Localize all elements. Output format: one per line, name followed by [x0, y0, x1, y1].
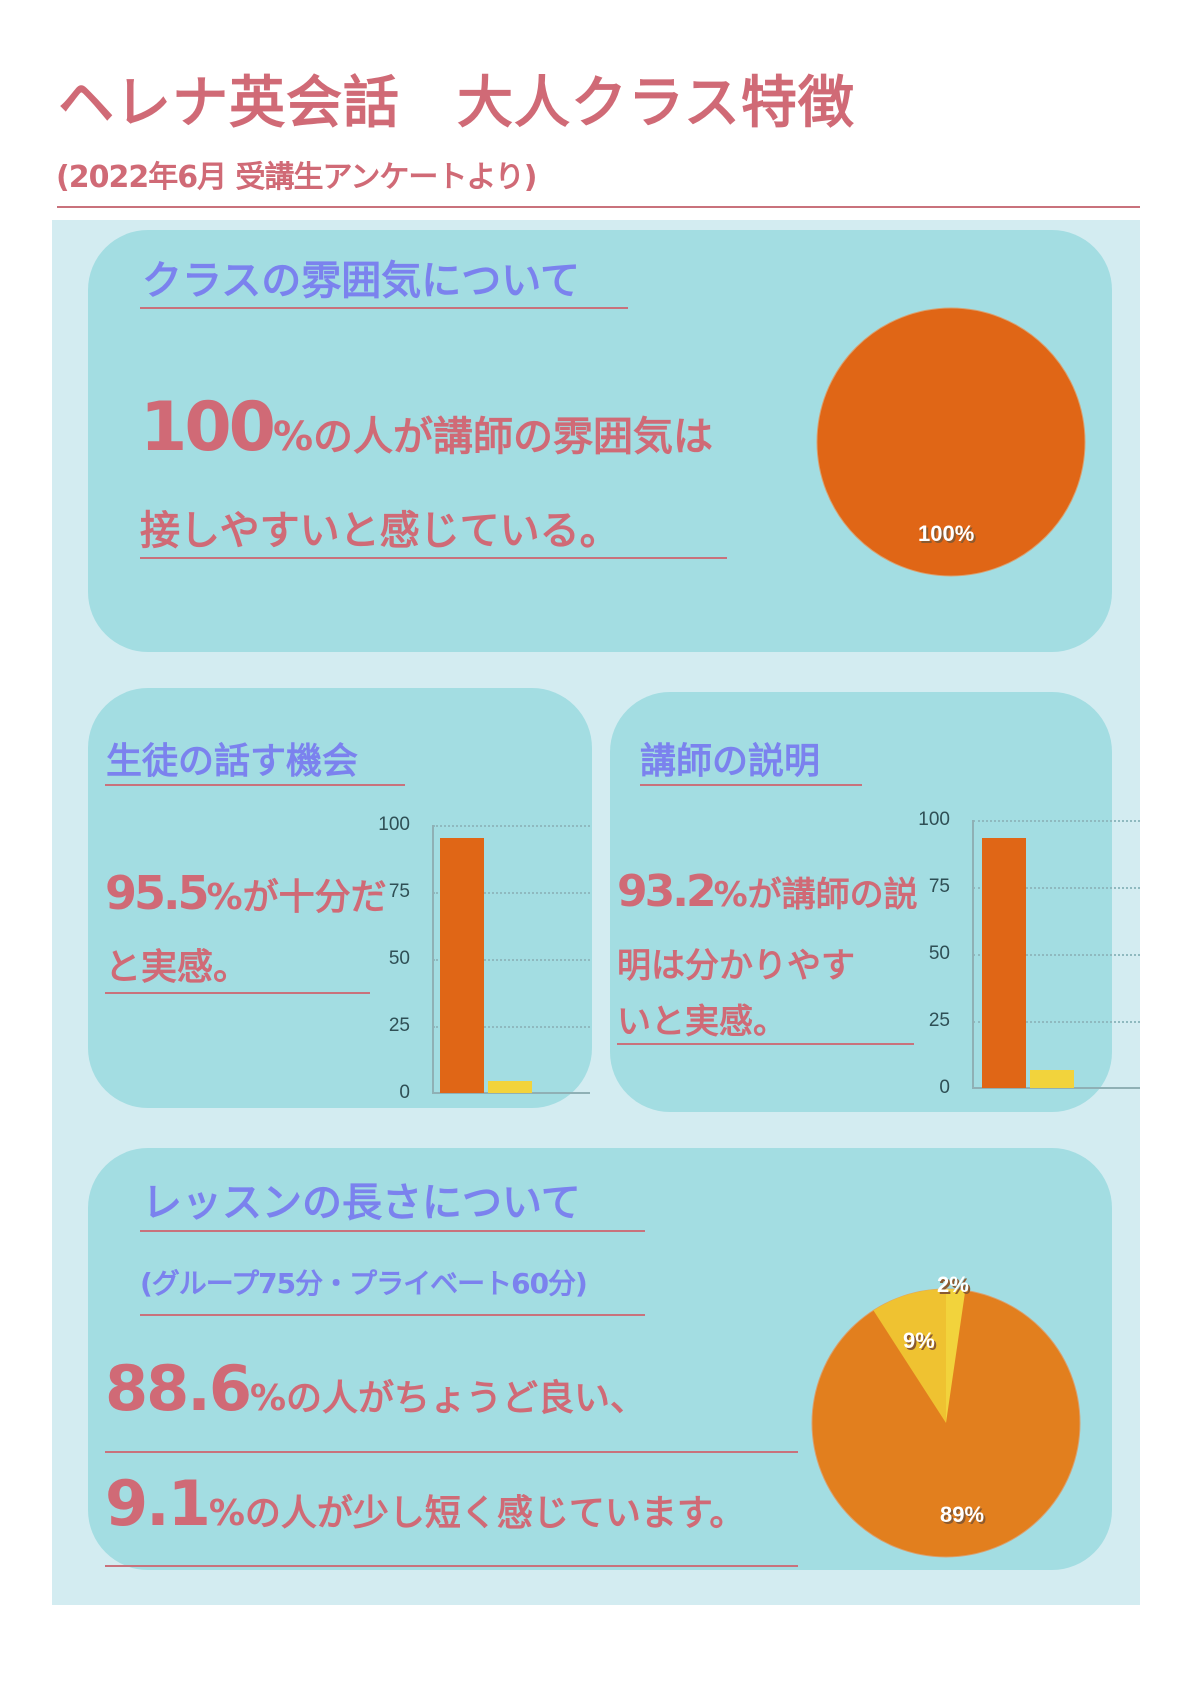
- lesson-length-heading: レッスンの長さについて: [142, 1180, 581, 1226]
- y-tick-25: 25: [388, 1015, 410, 1036]
- y-tick-50: 50: [388, 948, 410, 969]
- gridline: [433, 959, 590, 961]
- explanation-card: [610, 692, 1112, 1112]
- gridline: [973, 954, 1140, 956]
- explanation-statement-text: %が講師の説: [713, 875, 918, 915]
- y-axis: [972, 820, 974, 1088]
- lesson-length-pie-label-medium: 9%: [903, 1328, 935, 1353]
- lesson-length-pie-label-large: 89%: [940, 1502, 985, 1527]
- lesson-length-pie-label-small: 2%: [937, 1272, 969, 1297]
- atmosphere-heading: クラスの雰囲気について: [142, 258, 580, 304]
- header-divider: [57, 206, 1140, 208]
- explanation-heading: 講師の説明: [640, 741, 821, 782]
- speaking-statement-underline: [105, 992, 370, 994]
- gridline: [433, 892, 590, 894]
- gridline: [433, 1026, 590, 1028]
- atmosphere-statement-line2: 接しやすいと感じている。: [140, 508, 620, 554]
- y-tick-75: 75: [928, 876, 950, 897]
- explanation-statement-line2: 明は分かりやす: [617, 946, 855, 986]
- gridline: [973, 887, 1140, 889]
- speaking-heading: 生徒の話す機会: [106, 741, 359, 782]
- gridline: [973, 820, 1140, 822]
- just-right-statement-text: %の人がちょうど良い、: [249, 1378, 647, 1419]
- gridline: [973, 1021, 1140, 1023]
- explanation-bar-chart: 100 75 50 25 0: [910, 809, 1140, 1104]
- explanation-heading-underline: [640, 784, 862, 786]
- speaking-percent-value: 95.5: [105, 866, 209, 920]
- gridline: [433, 825, 590, 827]
- atmosphere-statement-underline: [140, 557, 727, 559]
- y-tick-50: 50: [928, 943, 950, 964]
- lesson-length-heading-underline: [140, 1230, 645, 1232]
- lesson-length-statement-line2: 9.1%の人が少し短く感じています。: [105, 1467, 745, 1540]
- page-title: ヘレナ英会話 大人クラス特徴: [58, 71, 855, 136]
- speaking-card: [88, 688, 592, 1108]
- page-subtitle: (2022年6月 受講生アンケートより): [56, 160, 537, 195]
- atmosphere-pie-chart: [816, 307, 1086, 577]
- speaking-statement-text: %が十分だ: [206, 877, 387, 918]
- explanation-percent-value: 93.2: [617, 866, 717, 917]
- y-tick-75: 75: [388, 881, 410, 902]
- bar-other: [1030, 1070, 1074, 1088]
- explanation-statement-underline: [617, 1043, 914, 1045]
- too-short-statement-text: %の人が少し短く感じています。: [208, 1493, 746, 1534]
- y-tick-25: 25: [928, 1010, 950, 1031]
- just-right-percent-value: 88.6: [105, 1352, 252, 1425]
- y-tick-0: 0: [939, 1077, 950, 1098]
- y-tick-100: 100: [378, 814, 410, 835]
- y-axis: [432, 825, 434, 1093]
- bar-other: [488, 1081, 532, 1093]
- lesson-length-subheading-underline: [140, 1314, 645, 1316]
- lesson-length-line1-underline: [105, 1451, 798, 1453]
- x-axis: [972, 1087, 1140, 1089]
- lesson-length-statement-line1: 88.6%の人がちょうど良い、: [105, 1352, 646, 1425]
- speaking-statement-line2: と実感。: [105, 947, 250, 988]
- speaking-statement-line1: 95.5%が十分だ: [105, 866, 387, 920]
- speaking-bar-chart: 100 75 50 25 0: [370, 814, 600, 1109]
- atmosphere-statement-text: %の人が講師の雰囲気は: [272, 414, 714, 460]
- explanation-statement-line1: 93.2%が講師の説: [617, 866, 918, 917]
- explanation-statement-line3: いと実感。: [617, 1002, 787, 1042]
- lesson-length-pie-chart: [811, 1288, 1081, 1558]
- atmosphere-percent-value: 100: [140, 388, 276, 467]
- speaking-heading-underline: [105, 784, 405, 786]
- y-tick-100: 100: [918, 809, 950, 830]
- x-axis: [432, 1092, 590, 1094]
- bar-sufficient: [440, 838, 484, 1093]
- too-short-percent-value: 9.1: [105, 1467, 211, 1540]
- bar-easy-to-understand: [982, 838, 1026, 1088]
- y-tick-0: 0: [399, 1082, 410, 1103]
- atmosphere-heading-underline: [140, 307, 628, 309]
- lesson-length-line2-underline: [105, 1565, 798, 1567]
- atmosphere-statement-line1: 100%の人が講師の雰囲気は: [140, 388, 713, 467]
- lesson-length-subheading: (グループ75分・プライベート60分): [140, 1267, 588, 1300]
- atmosphere-pie-label: 100%: [918, 521, 975, 546]
